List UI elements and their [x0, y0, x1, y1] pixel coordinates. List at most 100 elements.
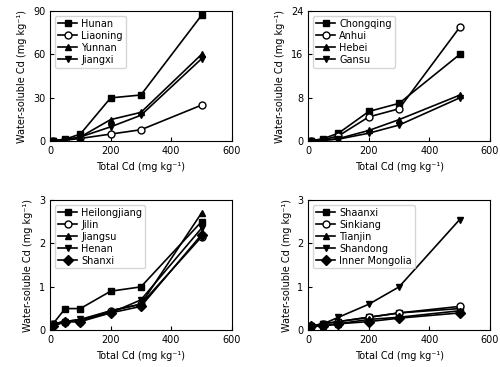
Heilongjiang: [138, 285, 144, 289]
Chongqing: [366, 109, 372, 114]
Gansu: [396, 123, 402, 127]
Shandong: [396, 285, 402, 289]
Anhui: [308, 139, 314, 143]
Gansu: [456, 96, 462, 100]
Heilongjiang: [78, 306, 84, 311]
Henan: [78, 317, 84, 321]
Line: Shaanxi: Shaanxi: [308, 305, 463, 330]
X-axis label: Total Cd (mg kg⁻¹): Total Cd (mg kg⁻¹): [96, 162, 186, 172]
Jiangsu: [62, 319, 68, 324]
Chongqing: [320, 137, 326, 141]
Chongqing: [308, 139, 314, 143]
Sinkiang: [456, 304, 462, 309]
Line: Chongqing: Chongqing: [308, 51, 463, 144]
Yunnan: [62, 138, 68, 142]
Gansu: [366, 131, 372, 135]
Line: Hunan: Hunan: [50, 12, 205, 144]
Line: Anhui: Anhui: [308, 24, 463, 144]
Heilongjiang: [198, 219, 204, 224]
Chongqing: [456, 52, 462, 57]
Jilin: [50, 321, 56, 326]
Y-axis label: Water-soluble Cd (mg kg⁻¹): Water-soluble Cd (mg kg⁻¹): [18, 10, 28, 143]
Shanxi: [198, 233, 204, 237]
Jilin: [108, 309, 114, 313]
Jiangxi: [198, 57, 204, 61]
Yunnan: [50, 139, 56, 143]
Hunan: [50, 138, 56, 143]
Line: Jilin: Jilin: [50, 233, 205, 327]
Tianjin: [308, 324, 314, 328]
Inner Mongolia: [456, 311, 462, 315]
Jiangxi: [50, 139, 56, 143]
Liaoning: [50, 139, 56, 143]
Anhui: [396, 106, 402, 111]
Jiangsu: [78, 317, 84, 321]
Shandong: [456, 217, 462, 222]
Legend: Shaanxi, Sinkiang, Tianjin, Shandong, Inner Mongolia: Shaanxi, Sinkiang, Tianjin, Shandong, In…: [313, 205, 415, 268]
Tianjin: [336, 321, 342, 326]
Line: Hebei: Hebei: [308, 92, 463, 144]
Legend: Chongqing, Anhui, Hebei, Gansu: Chongqing, Anhui, Hebei, Gansu: [313, 16, 394, 68]
Line: Gansu: Gansu: [308, 94, 463, 144]
Legend: Heilongjiang, Jilin, Jiangsu, Henan, Shanxi: Heilongjiang, Jilin, Jiangsu, Henan, Sha…: [55, 205, 145, 268]
Hebei: [396, 117, 402, 122]
Hunan: [108, 96, 114, 100]
Inner Mongolia: [308, 324, 314, 328]
Inner Mongolia: [320, 324, 326, 328]
Sinkiang: [320, 321, 326, 326]
Chongqing: [396, 101, 402, 106]
Jiangxi: [138, 113, 144, 117]
Shandong: [336, 315, 342, 319]
Jiangxi: [78, 135, 84, 139]
Sinkiang: [336, 319, 342, 324]
Yunnan: [108, 117, 114, 122]
Liaoning: [198, 103, 204, 107]
Hunan: [138, 93, 144, 97]
Line: Jiangsu: Jiangsu: [50, 210, 205, 327]
Jilin: [138, 302, 144, 306]
Line: Shandong: Shandong: [308, 216, 463, 330]
Line: Heilongjiang: Heilongjiang: [50, 218, 205, 327]
Line: Jiangxi: Jiangxi: [50, 55, 205, 144]
Shaanxi: [396, 311, 402, 315]
Shanxi: [50, 324, 56, 328]
Liaoning: [108, 132, 114, 136]
Henan: [50, 324, 56, 328]
Anhui: [336, 134, 342, 138]
Jiangxi: [62, 138, 68, 142]
Shaanxi: [366, 315, 372, 319]
Heilongjiang: [50, 321, 56, 326]
Jiangsu: [50, 321, 56, 326]
Y-axis label: Water-soluble Cd (mg kg⁻¹): Water-soluble Cd (mg kg⁻¹): [276, 10, 285, 143]
Line: Yunnan: Yunnan: [50, 51, 205, 144]
Jilin: [78, 319, 84, 324]
Henan: [62, 319, 68, 324]
Jilin: [198, 235, 204, 239]
Line: Inner Mongolia: Inner Mongolia: [308, 309, 463, 330]
Line: Shanxi: Shanxi: [50, 231, 205, 330]
Shandong: [308, 324, 314, 328]
Anhui: [320, 138, 326, 142]
Shaanxi: [308, 324, 314, 328]
Tianjin: [320, 324, 326, 328]
Liaoning: [62, 138, 68, 142]
Shaanxi: [320, 321, 326, 326]
Hebei: [456, 93, 462, 97]
Chongqing: [336, 131, 342, 135]
Shanxi: [138, 304, 144, 309]
Yunnan: [138, 110, 144, 115]
Jilin: [62, 319, 68, 324]
Jiangsu: [138, 302, 144, 306]
Inner Mongolia: [336, 321, 342, 326]
Sinkiang: [308, 324, 314, 328]
Tianjin: [366, 317, 372, 321]
Tianjin: [396, 315, 402, 319]
Shandong: [320, 321, 326, 326]
Inner Mongolia: [396, 316, 402, 320]
Yunnan: [198, 52, 204, 57]
Shanxi: [108, 311, 114, 315]
X-axis label: Total Cd (mg kg⁻¹): Total Cd (mg kg⁻¹): [96, 351, 186, 361]
Line: Henan: Henan: [50, 225, 205, 330]
Jiangsu: [198, 211, 204, 215]
Shaanxi: [456, 306, 462, 311]
